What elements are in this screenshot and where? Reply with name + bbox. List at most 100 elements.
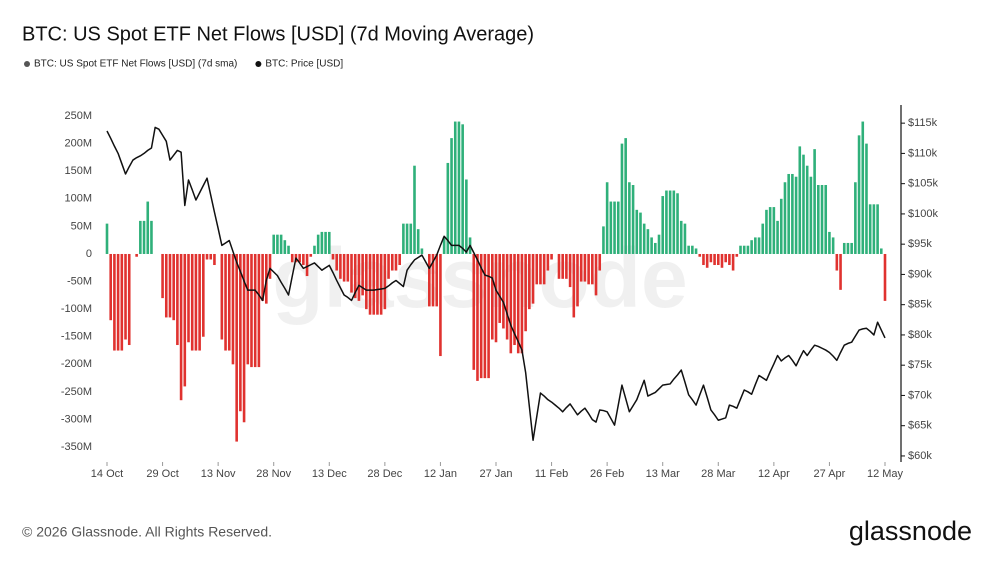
bar [872, 204, 876, 254]
bar [298, 253, 301, 263]
bar [350, 253, 353, 293]
legend-label: BTC: Price [USD] [265, 59, 343, 70]
bar [854, 182, 857, 254]
bar [631, 185, 635, 254]
bar [724, 253, 727, 263]
y-tick-label: 50M [71, 220, 92, 232]
bar [461, 124, 464, 254]
y2-tick-label: $100k [908, 208, 938, 220]
bar [839, 253, 842, 290]
bar [513, 253, 516, 346]
y-tick-label: -300M [61, 413, 92, 425]
bar [405, 223, 409, 254]
bar [750, 240, 753, 254]
y-tick-label: -100M [61, 303, 92, 315]
bar [398, 253, 401, 266]
bar [813, 149, 816, 254]
bar [594, 253, 598, 296]
bar [253, 253, 257, 368]
bar [342, 253, 346, 282]
bar [135, 253, 138, 257]
bar [650, 237, 653, 254]
bar [446, 162, 450, 254]
bar [794, 176, 798, 254]
bar [505, 253, 509, 340]
bar [546, 253, 550, 271]
bar [146, 201, 150, 254]
bar [302, 253, 305, 266]
bar [309, 253, 313, 257]
bar [679, 220, 683, 254]
bar [420, 248, 424, 254]
bar [850, 242, 853, 254]
y2-tick-label: $95k [908, 238, 932, 250]
x-tick-label: 26 Feb [590, 468, 624, 480]
bar [654, 242, 657, 254]
bar [542, 253, 546, 285]
bar [791, 173, 794, 254]
bar [676, 193, 679, 254]
footer: © 2026 Glassnode. All Rights Reserved. [22, 524, 272, 540]
bar [568, 253, 572, 288]
bar [372, 253, 376, 315]
bar [394, 253, 398, 271]
bar [327, 231, 331, 254]
bar [642, 223, 646, 254]
bar [113, 253, 116, 351]
bar [746, 245, 750, 254]
bar [290, 253, 294, 263]
bar [609, 201, 613, 254]
bar [531, 253, 535, 304]
bar [772, 207, 776, 254]
bar [831, 237, 835, 254]
bar [283, 240, 287, 254]
bar [276, 234, 279, 254]
bar [190, 253, 194, 351]
bar [817, 185, 820, 254]
bar [768, 207, 772, 254]
bar [124, 253, 127, 340]
x-tick-label: 28 Nov [256, 468, 291, 480]
bar [720, 253, 724, 268]
x-tick-label: 11 Feb [535, 468, 568, 480]
x-tick-label: 12 Apr [758, 468, 790, 480]
bar [150, 220, 153, 254]
x-tick-label: 12 May [867, 468, 904, 480]
bar [857, 135, 861, 254]
bar [657, 234, 661, 254]
bar [779, 198, 783, 254]
bar [316, 234, 320, 254]
bar [635, 209, 639, 254]
bar [379, 253, 383, 315]
bar [668, 190, 672, 254]
bar [465, 179, 468, 254]
x-tick-label: 13 Dec [312, 468, 347, 480]
bar [550, 253, 553, 260]
bar [183, 253, 187, 387]
bar [479, 253, 483, 379]
bar [835, 253, 839, 271]
bar [602, 226, 605, 254]
x-tick-label: 27 Apr [814, 468, 846, 480]
bar [353, 253, 357, 299]
bar [365, 253, 368, 310]
bar [539, 253, 542, 285]
bar [453, 121, 457, 254]
bar [127, 253, 131, 346]
y-tick-label: 250M [64, 110, 92, 122]
bar [587, 253, 590, 285]
bar [735, 253, 739, 257]
bar [805, 165, 809, 254]
bar [572, 253, 576, 318]
bar [683, 223, 687, 254]
bar [524, 253, 527, 332]
bar [179, 253, 183, 401]
bar [842, 242, 846, 254]
bar [742, 245, 746, 254]
bar [428, 253, 431, 307]
bar [139, 220, 142, 254]
bar [198, 253, 201, 351]
bar [287, 245, 290, 254]
bar [739, 245, 742, 254]
bar [516, 253, 520, 354]
